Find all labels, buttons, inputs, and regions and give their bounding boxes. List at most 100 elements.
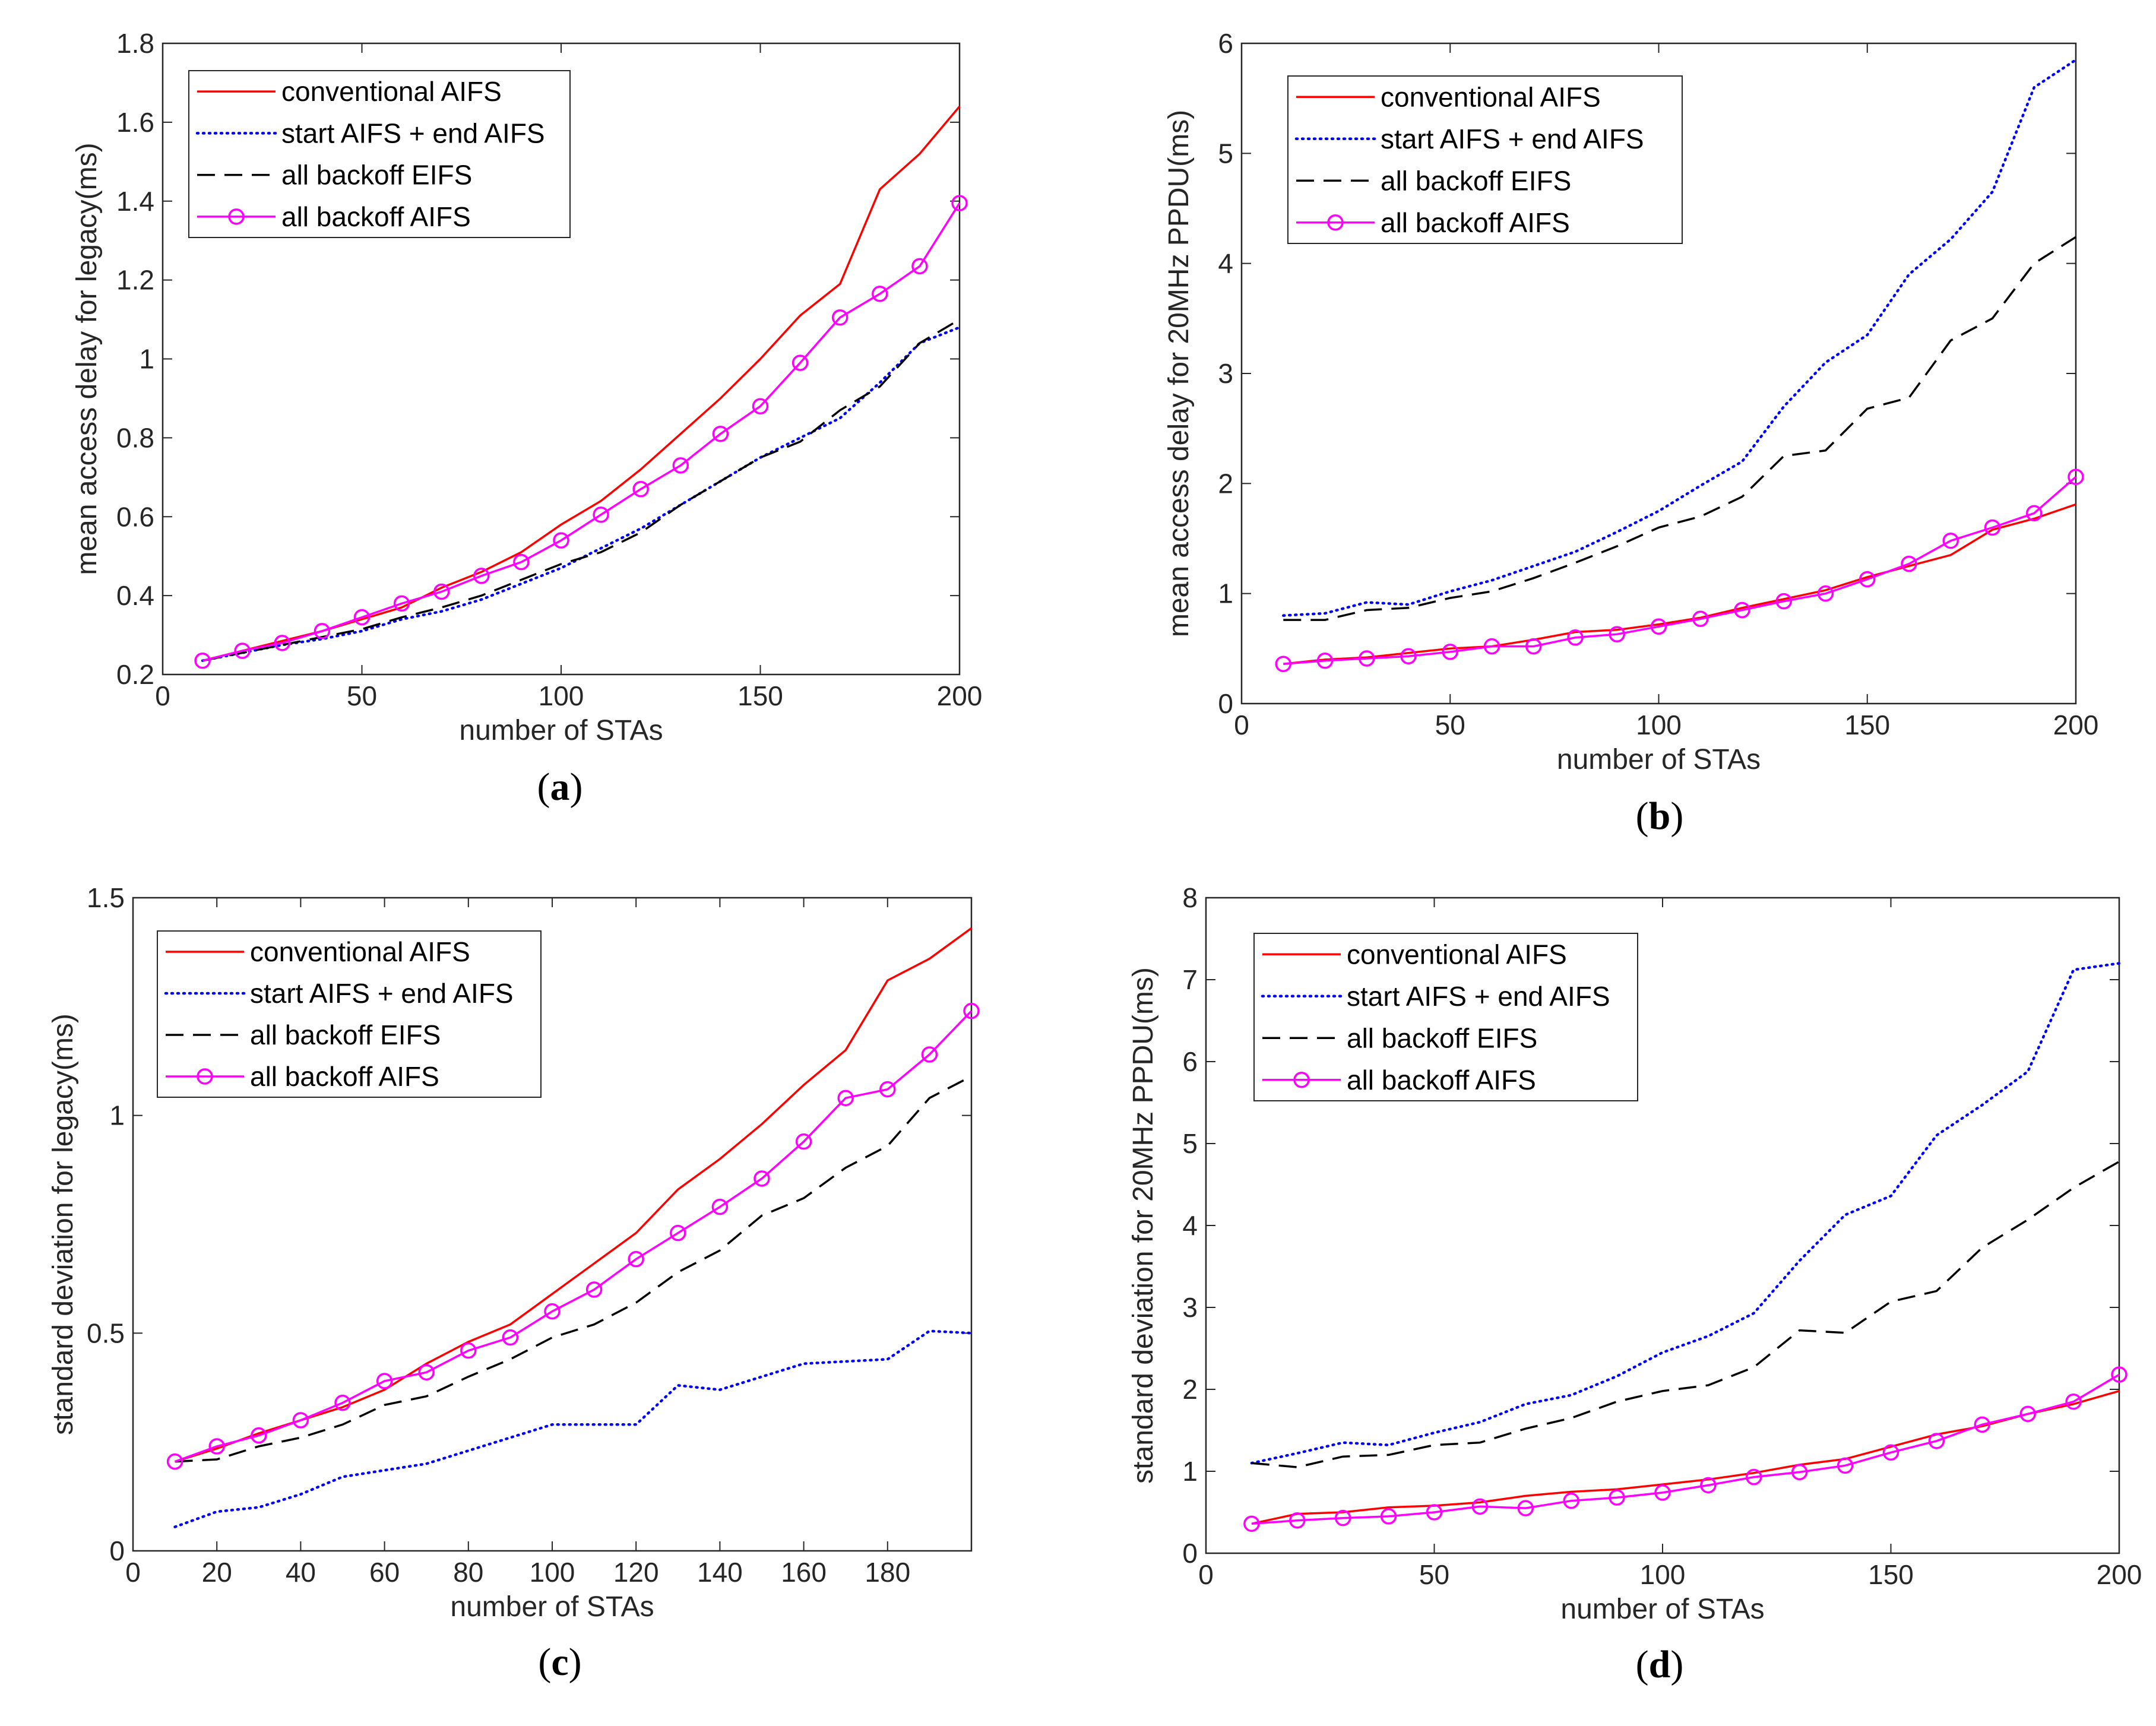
y-tick-label: 1.6 <box>116 107 154 138</box>
chart-c: 0 20 40 60 80 100 120 140 160 180 0 0.5 1 1.5 number o… <box>48 882 980 1684</box>
y-tick-label: 0.6 <box>116 501 154 532</box>
legend-label: all backoff AIFS <box>250 1061 439 1092</box>
data-point-marker <box>334 1394 351 1411</box>
data-point-marker <box>1700 1477 1717 1494</box>
y-tick-label: 3 <box>1218 358 1233 389</box>
legend-label: all backoff AIFS <box>1381 207 1570 238</box>
data-point-marker <box>628 1250 644 1268</box>
data-point-marker <box>1775 593 1792 610</box>
chart-a: 0 50 100 150 200 0.2 0.4 0.6 0.8 1 1.2 1.4 1.6 1.8 num… <box>71 28 982 809</box>
x-tick-label: 100 <box>1640 1559 1686 1590</box>
y-tick-label: 6 <box>1218 28 1233 59</box>
y-tick-label: 5 <box>1218 138 1233 169</box>
y-tick-label: 1.4 <box>116 186 154 217</box>
y-axis-label: standard deviation for 20MHz PPDU(ms) <box>1128 967 1159 1484</box>
legend-label: start AIFS + end AIFS <box>1381 123 1644 154</box>
x-tick-label: 160 <box>781 1557 827 1588</box>
legend-marker <box>228 208 245 225</box>
legend-label: conventional AIFS <box>281 76 502 107</box>
data-point-marker <box>921 1046 938 1063</box>
y-axis-label: mean access delay for legacy(ms) <box>71 142 103 575</box>
x-tick-label: 60 <box>369 1557 400 1588</box>
y-tick-label: 2 <box>1182 1374 1198 1405</box>
data-point-marker <box>1734 601 1750 619</box>
x-tick-label: 150 <box>737 680 783 711</box>
y-tick-label: 6 <box>1182 1046 1198 1077</box>
x-tick-label: 100 <box>539 680 584 711</box>
legend-marker <box>1293 1072 1310 1088</box>
data-point-marker <box>553 532 569 549</box>
data-point-marker <box>2026 505 2043 522</box>
y-tick-label: 2 <box>1218 468 1233 499</box>
y-tick-label: 0.8 <box>116 422 154 453</box>
x-tick-label: 50 <box>1435 710 1465 740</box>
series-line-start_end <box>173 1329 973 1528</box>
data-point-marker <box>251 1427 267 1444</box>
data-point-marker <box>593 506 609 523</box>
series-line-eifs <box>175 1075 972 1463</box>
data-point-marker <box>1859 571 1876 588</box>
data-point-marker <box>194 652 211 669</box>
data-point-marker <box>376 1373 393 1389</box>
y-tick-label: 4 <box>1218 248 1233 279</box>
x-axis-label: number of STAs <box>1560 1594 1764 1625</box>
y-axis-label: standard deviation for legacy(ms) <box>48 1014 79 1435</box>
data-point-marker <box>632 480 649 498</box>
data-point-marker <box>1974 1416 1991 1433</box>
series-line-start_end <box>1282 58 2078 617</box>
data-point-marker <box>879 1081 896 1098</box>
x-tick-label: 200 <box>2097 1559 2142 1590</box>
panel-caption: (a) <box>537 765 583 809</box>
x-axis-label: number of STAs <box>459 715 663 746</box>
y-tick-label: 0 <box>1218 688 1233 719</box>
x-tick-label: 180 <box>865 1557 910 1588</box>
data-point-marker <box>831 309 849 326</box>
data-point-marker <box>2068 468 2084 485</box>
y-tick-label: 1 <box>1218 578 1233 609</box>
legend-label: start AIFS + end AIFS <box>250 978 514 1009</box>
legend-label: all backoff EIFS <box>281 160 472 191</box>
data-point-marker <box>1746 1468 1762 1486</box>
legend-label: all backoff EIFS <box>1381 165 1571 196</box>
legend-label: all backoff EIFS <box>1347 1022 1537 1053</box>
y-tick-label: 1 <box>109 1100 125 1131</box>
y-tick-label: 0 <box>109 1535 125 1566</box>
data-point-marker <box>1563 1492 1579 1509</box>
y-tick-label: 1.5 <box>87 882 125 913</box>
data-point-marker <box>1837 1457 1854 1474</box>
x-tick-label: 150 <box>1844 710 1890 740</box>
data-point-marker <box>1882 1444 1899 1461</box>
data-point-marker <box>353 609 371 626</box>
legend-label: all backoff AIFS <box>281 201 471 232</box>
x-axis-label: number of STAs <box>450 1591 654 1623</box>
y-tick-label: 1.8 <box>116 28 154 59</box>
data-point-marker <box>1942 532 1959 549</box>
panel-caption: (c) <box>538 1641 581 1684</box>
data-point-marker <box>1275 655 1291 673</box>
data-point-marker <box>292 1412 309 1429</box>
y-tick-label: 1.2 <box>116 265 154 296</box>
data-point-marker <box>2065 1393 2082 1410</box>
data-point-marker <box>314 623 331 639</box>
data-point-marker <box>951 195 968 211</box>
legend-label: conventional AIFS <box>1381 81 1601 112</box>
data-point-marker <box>234 642 251 659</box>
data-point-marker <box>460 1342 477 1359</box>
x-tick-label: 120 <box>613 1557 659 1588</box>
data-point-marker <box>208 1438 225 1455</box>
data-point-marker <box>1289 1512 1306 1529</box>
data-point-marker <box>1334 1509 1351 1527</box>
y-tick-label: 5 <box>1182 1128 1198 1159</box>
x-tick-label: 150 <box>1868 1559 1914 1590</box>
x-axis-label: number of STAs <box>1557 744 1761 775</box>
legend-label: conventional AIFS <box>1347 939 1567 970</box>
data-point-marker <box>872 286 888 302</box>
series-line-start_end <box>1250 962 2121 1465</box>
y-tick-label: 0 <box>1182 1538 1198 1569</box>
data-point-marker <box>1692 610 1709 628</box>
data-point-marker <box>2019 1405 2036 1423</box>
data-point-marker <box>1525 638 1542 655</box>
series-line-eifs <box>1283 236 2076 621</box>
x-tick-label: 40 <box>286 1557 316 1588</box>
